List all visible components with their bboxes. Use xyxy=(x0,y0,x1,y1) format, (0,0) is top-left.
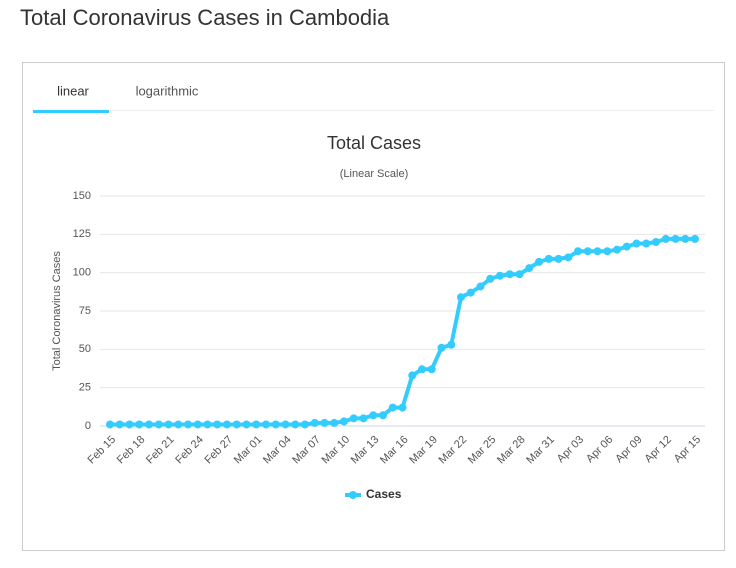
panel xyxy=(22,62,725,551)
point xyxy=(349,414,358,423)
point xyxy=(535,257,543,266)
point xyxy=(184,420,192,429)
point xyxy=(135,420,144,429)
point xyxy=(359,414,368,423)
point xyxy=(369,411,378,420)
y-tick-label: 100 xyxy=(73,267,91,279)
point xyxy=(115,420,124,429)
point xyxy=(544,254,553,263)
tab-underline xyxy=(33,110,109,113)
y-axis-label: Total Coronavirus Cases xyxy=(51,251,63,371)
tab[interactable]: logarithmic xyxy=(136,83,199,98)
point xyxy=(281,420,290,429)
point xyxy=(213,420,222,429)
point xyxy=(427,365,436,374)
point xyxy=(301,420,309,429)
y-tick-label: 25 xyxy=(79,382,91,394)
point xyxy=(418,365,426,374)
point xyxy=(466,288,475,297)
point xyxy=(320,418,329,427)
point xyxy=(174,420,183,429)
point xyxy=(661,234,670,243)
point xyxy=(154,420,163,429)
point xyxy=(223,420,231,429)
tab[interactable]: linear xyxy=(57,83,89,98)
y-tick-label: 75 xyxy=(79,305,91,317)
point xyxy=(310,418,319,427)
point xyxy=(574,247,582,256)
point xyxy=(564,253,573,262)
point xyxy=(408,371,417,380)
point xyxy=(691,234,699,243)
point xyxy=(388,403,397,412)
point xyxy=(603,247,612,256)
point xyxy=(525,264,534,273)
chart-subtitle: (Linear Scale) xyxy=(340,168,408,180)
point xyxy=(340,417,348,426)
point xyxy=(613,245,621,254)
point xyxy=(193,420,202,429)
point xyxy=(379,411,387,420)
point xyxy=(291,420,300,429)
y-tick-label: 125 xyxy=(73,228,91,240)
y-tick-label: 50 xyxy=(79,343,91,355)
point xyxy=(681,234,690,243)
point xyxy=(398,403,407,412)
y-tick-label: 0 xyxy=(85,420,91,432)
point xyxy=(242,420,251,429)
point xyxy=(505,270,514,279)
point xyxy=(486,274,495,283)
point xyxy=(476,282,485,291)
point xyxy=(330,418,339,427)
legend-label: Cases xyxy=(366,487,402,501)
chart-title: Total Cases xyxy=(327,133,421,153)
point xyxy=(125,420,134,429)
point xyxy=(437,343,446,352)
y-tick-label: 150 xyxy=(73,190,91,202)
point xyxy=(271,420,280,429)
point xyxy=(642,239,651,248)
point xyxy=(652,238,660,246)
point xyxy=(496,271,504,280)
point xyxy=(203,420,212,429)
point xyxy=(457,293,465,302)
point xyxy=(252,420,261,429)
point xyxy=(554,254,563,263)
point xyxy=(583,247,592,256)
point xyxy=(145,420,153,429)
point xyxy=(164,420,173,429)
point xyxy=(671,234,680,243)
point xyxy=(515,270,524,279)
page-title: Total Coronavirus Cases in Cambodia xyxy=(20,5,390,30)
legend-marker xyxy=(349,491,357,499)
point xyxy=(632,239,641,248)
point xyxy=(622,242,631,251)
point xyxy=(232,420,241,429)
point xyxy=(262,420,270,429)
point xyxy=(106,420,114,429)
point xyxy=(447,340,456,349)
point xyxy=(593,247,602,256)
